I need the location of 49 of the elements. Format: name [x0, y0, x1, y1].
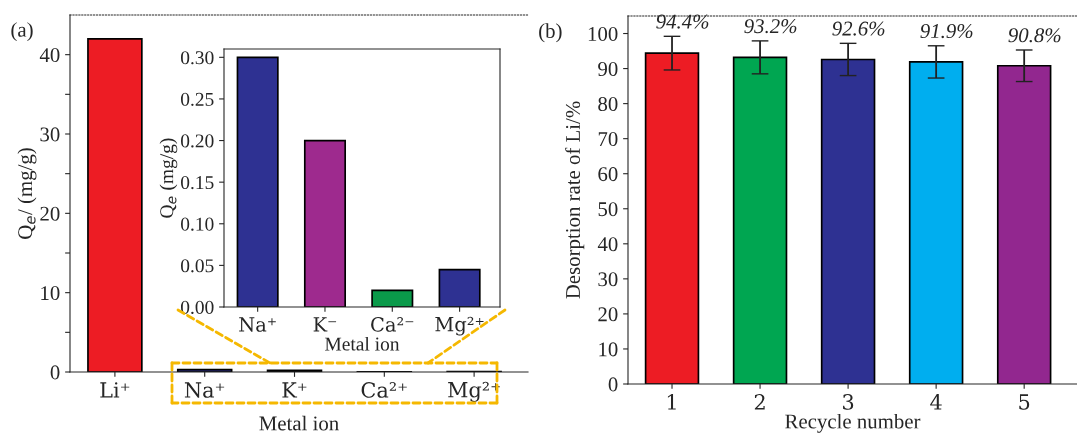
x-tick-label: Ca²⁻ [371, 317, 414, 332]
x-tick-label: Li⁺ [100, 382, 130, 398]
x-axis-title: Metal ion [259, 415, 339, 431]
x-tick-label: 2 [754, 394, 765, 410]
data-label: 93.2% [744, 19, 797, 34]
x-tick-label: 4 [930, 394, 942, 410]
x-tick-label: Ca²⁺ [361, 382, 407, 398]
y-tick-label: 20 [598, 307, 618, 322]
x-axis-title: Metal ion [325, 336, 400, 351]
y-axis-title: Desorption rate of Li/% [565, 101, 585, 299]
x-tick-label: Na⁺ [239, 317, 276, 332]
x-tick-label: K⁺ [282, 382, 307, 398]
y-tick-label: 100 [588, 26, 618, 41]
x-tick-label: Mg²⁺ [448, 381, 500, 402]
y-tick-label: 10 [599, 342, 618, 357]
x-axis-title: Recycle number [785, 413, 921, 433]
y-tick-label: 0.00 [180, 300, 214, 315]
y-tick-label: 90 [598, 61, 618, 76]
x-tick-label: K⁻ [313, 317, 337, 332]
x-tick-label: Na⁺ [184, 382, 225, 398]
y-tick-label: 20 [40, 206, 60, 221]
x-tick-label: 5 [1019, 394, 1030, 410]
y-tick-label: 0.25 [180, 92, 214, 106]
y-axis-title: Q$_{e}$/ (mg/g) [17, 148, 37, 239]
y-tick-label: 0.20 [180, 134, 214, 148]
y-tick-label: 60 [598, 167, 618, 182]
y-tick-label: 10 [41, 286, 60, 301]
y-tick-label: 0.05 [180, 259, 214, 273]
data-label: 92.6% [832, 21, 885, 36]
y-tick-label: 80 [598, 96, 618, 112]
y-tick-label: 40 [39, 48, 60, 63]
data-label: 90.8% [1008, 28, 1061, 43]
y-tick-label: 0.10 [180, 217, 214, 231]
y-tick-label: 30 [598, 272, 618, 287]
chart-title: (b) [539, 23, 562, 43]
y-tick-label: 40 [597, 237, 618, 252]
data-label: 94.4% [656, 14, 709, 29]
y-tick-label: 30 [40, 127, 60, 142]
data-label: 91.9% [920, 23, 973, 39]
y-tick-label: 0.15 [180, 175, 214, 190]
y-axis-title: Q$_{e}$ (mg/g) [159, 138, 178, 218]
x-tick-label: 1 [667, 394, 676, 410]
y-tick-label: 70 [598, 132, 618, 147]
y-tick-label: 0.30 [180, 51, 214, 65]
y-tick-label: 0 [608, 377, 618, 392]
chart-title: (a) [11, 22, 33, 42]
x-tick-label: 3 [843, 394, 854, 410]
y-tick-label: 50 [598, 202, 618, 217]
y-tick-label: 0 [50, 365, 60, 380]
